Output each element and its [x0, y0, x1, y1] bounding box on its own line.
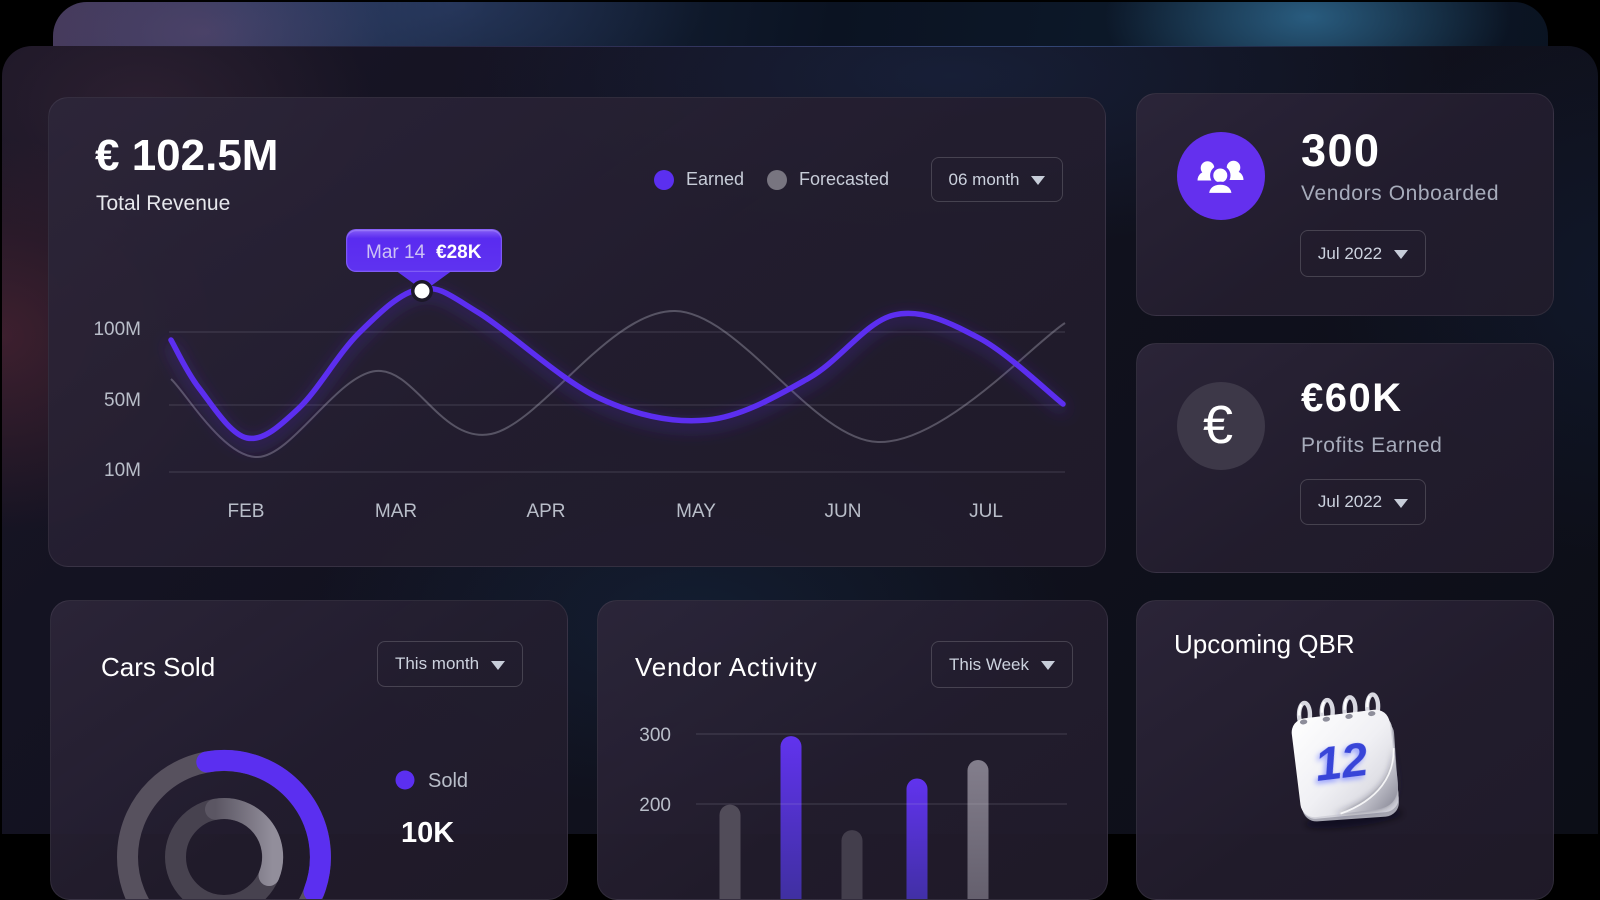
svg-text:50M: 50M	[104, 390, 141, 411]
svg-text:300: 300	[639, 725, 671, 746]
svg-text:10K: 10K	[401, 817, 454, 849]
svg-text:10M: 10M	[104, 460, 141, 481]
svg-text:JUL: JUL	[969, 501, 1003, 522]
svg-text:€28K: €28K	[436, 242, 482, 263]
svg-text:MAY: MAY	[676, 501, 716, 522]
svg-text:JUN: JUN	[825, 501, 862, 522]
svg-text:200: 200	[639, 795, 671, 816]
svg-text:12: 12	[1312, 733, 1371, 792]
svg-text:Sold: Sold	[428, 770, 468, 792]
svg-text:FEB: FEB	[228, 501, 265, 522]
svg-text:MAR: MAR	[375, 501, 417, 522]
svg-text:Mar 14: Mar 14	[366, 242, 426, 263]
svg-text:100M: 100M	[93, 319, 141, 340]
svg-text:APR: APR	[526, 501, 565, 522]
